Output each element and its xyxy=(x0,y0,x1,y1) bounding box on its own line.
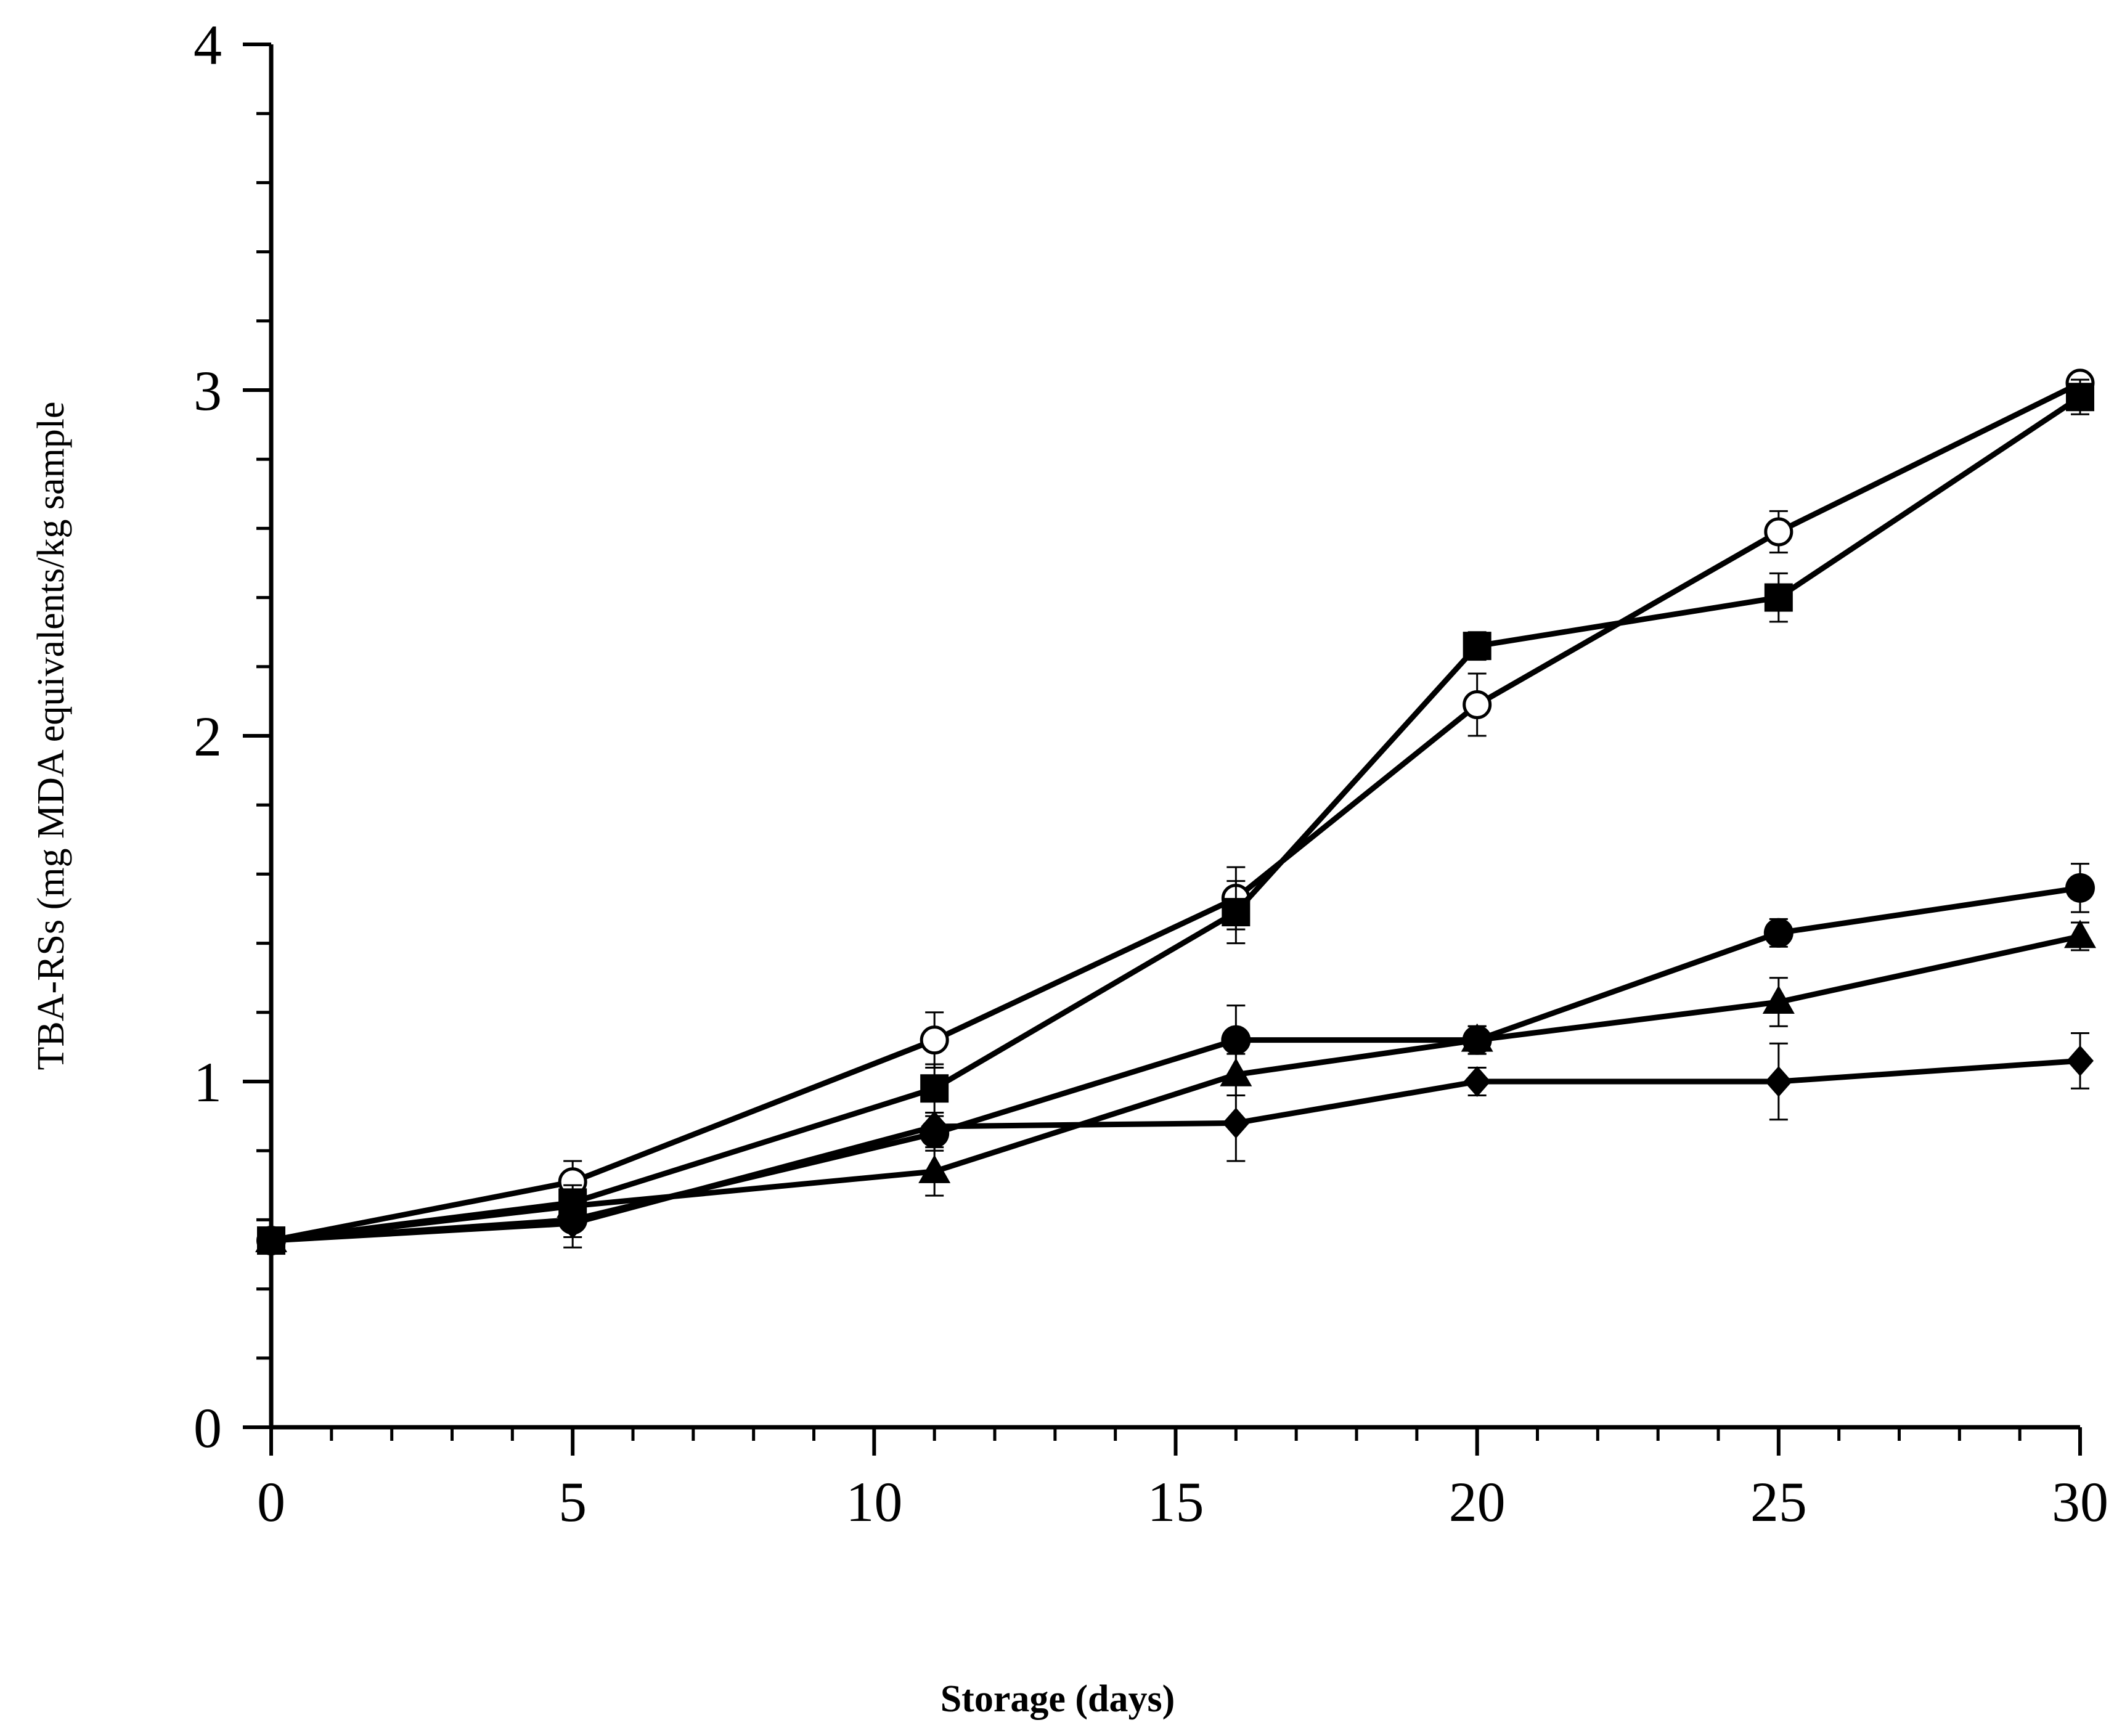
point-marker xyxy=(1221,1025,1251,1055)
point-marker xyxy=(1222,1107,1250,1139)
point-marker xyxy=(1762,985,1795,1014)
y-axis-title: TBA-RSs (mg MDA equivalents/kg sample xyxy=(30,402,72,1070)
point-marker xyxy=(2066,383,2094,412)
series-line xyxy=(271,933,2081,1244)
point-marker xyxy=(2067,1045,2094,1077)
x-tick-label: 30 xyxy=(2052,1470,2108,1533)
series-layer xyxy=(255,369,2096,1257)
point-marker xyxy=(1463,1066,1491,1097)
x-tick-label: 20 xyxy=(1449,1470,1506,1533)
y-tick-label: 1 xyxy=(194,1051,222,1114)
series-line xyxy=(271,1057,2081,1244)
tick-labels: 0 5 10 15 20 25 30 0 1 2 3 4 xyxy=(194,14,2108,1533)
series-filled-circle xyxy=(256,863,2095,1256)
point-marker xyxy=(920,1025,949,1055)
series-filled-triangle xyxy=(255,919,2096,1253)
point-marker xyxy=(2065,873,2095,903)
y-tick-label: 3 xyxy=(194,359,222,422)
point-marker xyxy=(1764,517,1793,547)
point-marker xyxy=(1220,1057,1252,1086)
point-marker xyxy=(1463,632,1492,661)
point-marker xyxy=(1463,690,1492,720)
point-marker xyxy=(918,1154,951,1183)
y-tick-label: 0 xyxy=(194,1396,222,1459)
point-marker xyxy=(2064,919,2096,948)
series-line xyxy=(271,394,2082,1244)
series-filled-diamond xyxy=(258,1032,2094,1257)
point-marker xyxy=(1461,1023,1493,1052)
point-marker xyxy=(1764,583,1793,612)
x-tick-label: 25 xyxy=(1750,1470,1807,1533)
x-tick-label: 10 xyxy=(846,1470,902,1533)
y-tick-label: 4 xyxy=(194,14,222,76)
series-line xyxy=(271,380,2081,1244)
point-marker xyxy=(921,1110,949,1142)
point-marker xyxy=(559,1208,587,1239)
point-marker xyxy=(1763,918,1793,948)
point-marker xyxy=(920,1074,949,1103)
x-axis-title: Storage (days) xyxy=(941,1678,1175,1720)
x-tick-label: 15 xyxy=(1148,1470,1204,1533)
major-ticks xyxy=(243,43,2082,1456)
point-marker xyxy=(1765,1066,1792,1097)
point-marker xyxy=(1222,898,1251,927)
x-tick-label: 5 xyxy=(558,1470,587,1533)
y-tick-label: 2 xyxy=(194,705,222,768)
minor-ticks xyxy=(256,112,2022,1441)
x-tick-label: 0 xyxy=(257,1470,285,1533)
